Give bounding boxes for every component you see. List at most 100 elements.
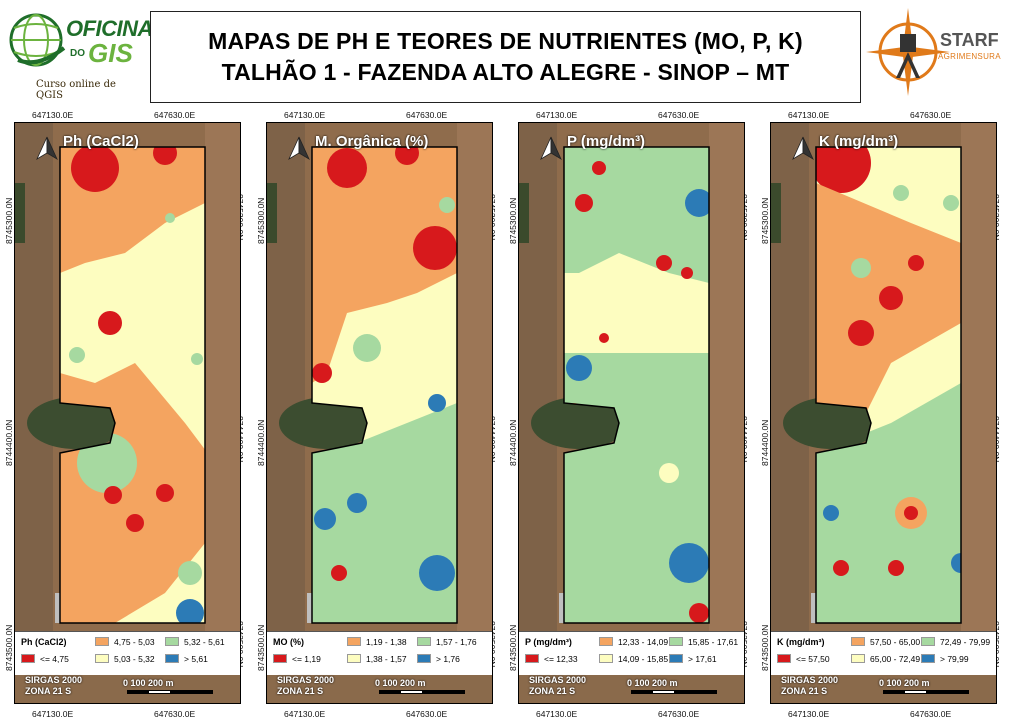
legend-item: 57,50 - 65,00	[851, 637, 920, 647]
class-spot	[848, 320, 874, 346]
map-canvas	[15, 123, 240, 631]
legend-item: > 5,61	[165, 654, 208, 664]
legend-label: > 1,76	[436, 654, 460, 664]
x-coord-left-top: 647130.0E	[536, 110, 578, 120]
legend-swatch	[921, 654, 935, 663]
legend-label: > 79,99	[940, 654, 969, 664]
class-spot	[419, 555, 455, 591]
x-coord-right-bottom: 647630.0E	[154, 709, 196, 719]
legend-swatch	[599, 637, 613, 646]
field-boundary	[311, 146, 458, 624]
class-spot	[176, 599, 204, 623]
y-coord-left: 8743500.0N	[760, 624, 770, 671]
y-coord-left: 8743500.0N	[256, 624, 266, 671]
north-arrow-icon	[288, 136, 310, 161]
legend-swatch	[417, 637, 431, 646]
y-coord-left: 8744400.0N	[4, 419, 14, 466]
imagery-strip	[15, 675, 240, 703]
legend-label: 57,50 - 65,00	[870, 637, 921, 647]
crs-line1: SIRGAS 2000	[25, 675, 83, 685]
legend-item: 1,19 - 1,38	[347, 637, 407, 647]
legend: Ph (CaCl2) <= 4,75 4,75 - 5,03 5,03 - 5,32 5…	[15, 631, 240, 675]
class-spot	[77, 433, 137, 493]
legend-label: 4,75 - 5,03	[114, 637, 155, 647]
legend-label: 1,19 - 1,38	[366, 637, 407, 647]
legend-title: Ph (CaCl2)	[21, 637, 67, 647]
legend-swatch	[417, 654, 431, 663]
class-spot	[104, 486, 122, 504]
x-coord-right-bottom: 647630.0E	[406, 709, 448, 719]
class-spot	[314, 508, 336, 530]
logo-word-do: DO	[70, 48, 85, 59]
class-spot	[893, 185, 909, 201]
scale-bar-graphic	[883, 690, 969, 694]
legend-item: <= 4,75	[21, 654, 69, 664]
legend-swatch	[347, 654, 361, 663]
scale-bar-graphic	[379, 690, 465, 694]
imagery-strip	[519, 675, 744, 703]
page-title-line2: TALHÃO 1 - FAZENDA ALTO ALEGRE - SINOP –…	[221, 59, 790, 85]
class-spot	[439, 197, 455, 213]
map-canvas	[267, 123, 492, 631]
legend-swatch	[165, 637, 179, 646]
legend-label: <= 1,19	[292, 654, 321, 664]
legend-item: 5,03 - 5,32	[95, 654, 155, 664]
class-spot	[98, 311, 122, 335]
crs-line2: ZONA 21 S	[781, 686, 828, 696]
y-coord-left: 8743500.0N	[4, 624, 14, 671]
scale-labels: 0 100 200 m	[123, 678, 174, 688]
legend-swatch	[95, 654, 109, 663]
class-spot	[428, 394, 446, 412]
class-spot	[904, 506, 918, 520]
class-spot	[685, 189, 709, 217]
legend-swatch	[273, 654, 287, 663]
x-coord-right-bottom: 647630.0E	[910, 709, 952, 719]
y-coord-left: 8745300.0N	[4, 197, 14, 244]
starf-name: STARF	[940, 30, 999, 50]
north-arrow-icon	[792, 136, 814, 161]
field-boundary	[59, 146, 206, 624]
map-frame: P (mg/dm³) P (mg/dm³) <= 12,33 12,33 - 14,0…	[518, 122, 745, 704]
y-coord-left: 8743500.0N	[508, 624, 518, 671]
map-panel-p: 647130.0E 647630.0E 647130.0E 647630.0E 8745…	[508, 106, 751, 720]
starf-subtitle: AGRIMENSURA	[938, 52, 1001, 61]
class-spot	[833, 560, 849, 576]
legend-label: 14,09 - 15,85	[618, 654, 669, 664]
class-spot	[156, 484, 174, 502]
crs-label: SIRGAS 2000 ZONA 21 S	[529, 675, 586, 697]
map-canvas	[771, 123, 996, 631]
crs-line2: ZONA 21 S	[25, 686, 72, 696]
crs-line1: SIRGAS 2000	[277, 675, 335, 685]
scale-bar-graphic	[127, 690, 213, 694]
class-spot	[879, 286, 903, 310]
class-spot	[816, 147, 871, 193]
legend-item: <= 57,50	[777, 654, 830, 664]
crs-line2: ZONA 21 S	[529, 686, 576, 696]
legend-label: 65,00 - 72,49	[870, 654, 921, 664]
class-spot	[659, 463, 679, 483]
legend-item: > 1,76	[417, 654, 460, 664]
logo-subtitle: Curso online de QGIS	[36, 79, 116, 101]
legend-swatch	[777, 654, 791, 663]
map-panel-k: 647130.0E 647630.0E 647130.0E 647630.0E 8745…	[760, 106, 1003, 720]
class-spot	[908, 255, 924, 271]
x-coord-left-top: 647130.0E	[788, 110, 830, 120]
legend-label: 15,85 - 17,61	[688, 637, 739, 647]
compass-rose-icon	[866, 8, 950, 96]
class-spot	[888, 560, 904, 576]
class-spot	[669, 543, 709, 583]
y-coord-left: 8744400.0N	[256, 419, 266, 466]
title-box: MAPAS DE PH E TEORES DE NUTRIENTES (MO, …	[150, 11, 861, 103]
forest-patch	[783, 397, 879, 449]
x-coord-right-top: 647630.0E	[910, 110, 952, 120]
x-coord-right-top: 647630.0E	[154, 110, 196, 120]
legend-item: 15,85 - 17,61	[669, 637, 738, 647]
legend-swatch	[347, 637, 361, 646]
scale-labels: 0 100 200 m	[627, 678, 678, 688]
class-spot	[327, 148, 367, 188]
map-panel-mo: 647130.0E 647630.0E 647130.0E 647630.0E 8745…	[256, 106, 499, 720]
class-spot	[592, 161, 606, 175]
class-spot	[395, 147, 419, 165]
x-coord-right-top: 647630.0E	[406, 110, 448, 120]
legend-swatch	[669, 637, 683, 646]
